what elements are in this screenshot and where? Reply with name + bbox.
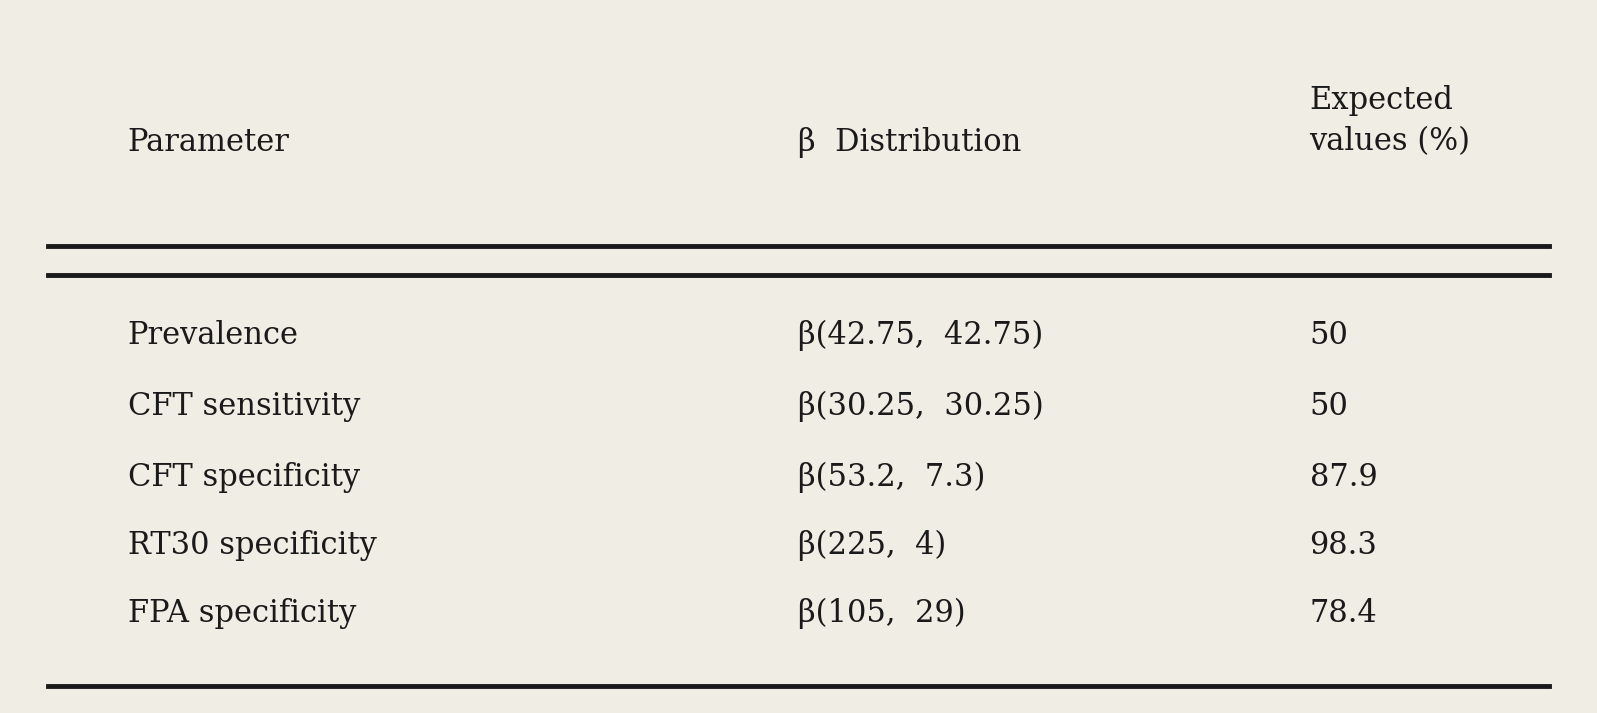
Text: β(30.25,  30.25): β(30.25, 30.25) xyxy=(798,391,1044,422)
Text: 98.3: 98.3 xyxy=(1310,530,1378,561)
Text: CFT specificity: CFT specificity xyxy=(128,462,359,493)
Text: CFT sensitivity: CFT sensitivity xyxy=(128,391,361,422)
Text: 50: 50 xyxy=(1310,319,1348,351)
Text: Prevalence: Prevalence xyxy=(128,319,299,351)
Text: β(105,  29): β(105, 29) xyxy=(798,597,966,629)
Text: 87.9: 87.9 xyxy=(1310,462,1377,493)
Text: β  Distribution: β Distribution xyxy=(798,127,1022,158)
Text: Parameter: Parameter xyxy=(128,127,289,158)
Text: 78.4: 78.4 xyxy=(1310,597,1377,629)
Text: 50: 50 xyxy=(1310,391,1348,422)
Text: β(42.75,  42.75): β(42.75, 42.75) xyxy=(798,319,1044,351)
Text: Expected
values (%): Expected values (%) xyxy=(1310,86,1471,157)
Text: β(53.2,  7.3): β(53.2, 7.3) xyxy=(798,462,985,493)
Text: RT30 specificity: RT30 specificity xyxy=(128,530,377,561)
Text: β(225,  4): β(225, 4) xyxy=(798,530,947,561)
Text: FPA specificity: FPA specificity xyxy=(128,597,356,629)
